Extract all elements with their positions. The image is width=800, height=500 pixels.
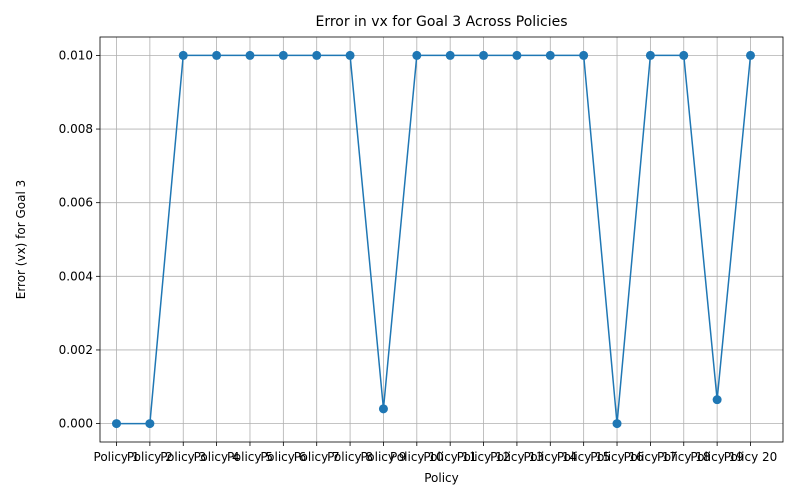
chart-title: Error in vx for Goal 3 Across Policies (315, 14, 567, 30)
data-point (545, 50, 555, 60)
data-point (312, 50, 322, 60)
x-tick-label: Policy 18 (657, 450, 711, 464)
data-point (479, 50, 489, 60)
data-point (645, 50, 655, 60)
data-point (278, 50, 288, 60)
data-point (345, 50, 355, 60)
x-tick-label: Policy 3 (160, 450, 206, 464)
x-tick-label: Policy 5 (227, 450, 273, 464)
x-tick-label: Policy 14 (523, 450, 577, 464)
x-tick-label: Policy 8 (327, 450, 373, 464)
data-point (746, 50, 755, 60)
y-tick-label: 0.008 (59, 122, 93, 136)
x-tick-label: Policy 13 (490, 450, 544, 464)
y-tick-label: 0.004 (59, 269, 93, 283)
data-point (145, 419, 155, 429)
x-tick-label: Policy 2 (127, 450, 173, 464)
data-point (178, 50, 188, 60)
x-tick-label: Policy 7 (294, 450, 340, 464)
data-point (445, 50, 455, 60)
x-tick-label: Policy 11 (423, 450, 477, 464)
y-tick-label: 0.000 (59, 417, 93, 431)
x-tick-label: Policy 6 (260, 450, 306, 464)
x-tick-label: Policy 12 (457, 450, 511, 464)
series-line (116, 54, 752, 425)
data-point (612, 419, 622, 429)
x-tick-label: Policy 4 (194, 450, 240, 464)
data-point (212, 50, 222, 60)
series (112, 50, 755, 429)
data-point (112, 419, 121, 429)
data-point (512, 50, 522, 60)
y-tick-label: 0.010 (59, 48, 93, 62)
x-axis-label: Policy (424, 471, 459, 485)
x-tick-label: Policy 15 (557, 450, 611, 464)
x-tick-label: Policy 20 (724, 450, 778, 464)
data-point (245, 50, 255, 60)
y-tick-label: 0.006 (59, 196, 93, 210)
x-tick-label: Policy 10 (390, 450, 444, 464)
data-point (712, 395, 722, 405)
data-point (412, 50, 422, 60)
data-point (679, 50, 689, 60)
x-tick-label: Policy 19 (690, 450, 744, 464)
x-tick-label: Policy 16 (590, 450, 644, 464)
y-axis-label: Error (vx) for Goal 3 (14, 180, 28, 300)
plot-frame (99, 36, 784, 443)
data-point (378, 404, 388, 414)
x-tick-label: Policy 1 (94, 450, 140, 464)
grid (100, 37, 783, 442)
x-tick-label: Policy 9 (360, 450, 406, 464)
data-point (579, 50, 589, 60)
x-tick-label: Policy 17 (624, 450, 678, 464)
y-tick-label: 0.002 (59, 343, 93, 357)
